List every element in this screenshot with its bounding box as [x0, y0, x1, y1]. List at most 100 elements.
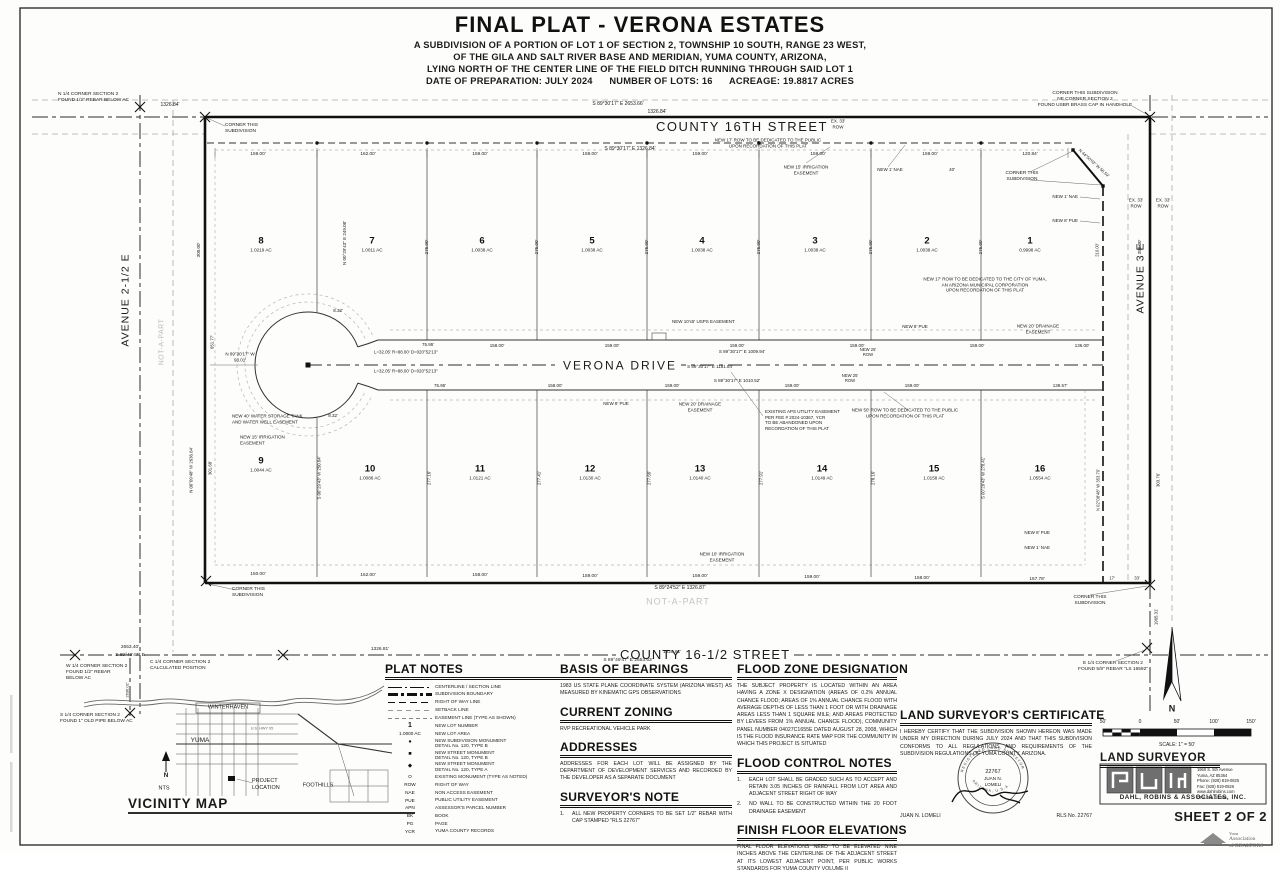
lot-number: 12 [584, 463, 596, 475]
surveyor-signature [951, 787, 1029, 804]
legend-text: PAGE [435, 820, 448, 826]
surveyor-certificate-section: LAND SURVEYOR'S CERTIFICATE I HEREBY CER… [900, 708, 1104, 758]
scale-bar [1102, 728, 1252, 737]
plat-label: 1326.81' [662, 650, 682, 656]
plat-notes-legend: CENTERLINE / SECTION LINE SUBDIVISION BOU… [385, 683, 560, 835]
plat-label: 159.00' [692, 151, 708, 157]
legend-symbol: BK [406, 813, 414, 819]
legend-row: SUBDIVISION BOUNDARY [385, 691, 560, 698]
lot-number: 14 [816, 463, 828, 475]
legend-row: EASEMENT LINE (TYPE AS SHOWN) [385, 714, 560, 721]
surveyor-address-line: Yuma, AZ 85364 [1197, 772, 1228, 778]
plat-label: 1965.31' [1153, 608, 1159, 626]
section-corner-monuments [69, 101, 1156, 719]
plat-label: NEW 8' PUE [1052, 218, 1078, 224]
plat-label: NEW 1' NAE [1024, 545, 1050, 551]
plat-label: 2653.40' [120, 645, 140, 651]
plat-label: 159.00' [664, 383, 680, 389]
lot-12-label: 12 1.0130 AC [579, 464, 600, 480]
vicinity-label: FOOTHILLS [302, 782, 334, 789]
plat-label: 159.00' [472, 151, 488, 157]
plat-label: S 00°29'43" W 278.41' [980, 457, 986, 499]
certificate-names-row: JUAN N. LOMELI RLS No. 22767 [900, 813, 1092, 819]
plat-label: N 89°30'17" W 93.01' [225, 351, 255, 362]
plat-label: 159.00' [692, 573, 708, 579]
lot-15-label: 15 1.0158 AC [923, 464, 944, 480]
realtor-logo-icon [1200, 833, 1226, 844]
legend-text: BOOK [435, 812, 449, 818]
street-label-verona-drive: VERONA DRIVE [558, 358, 682, 374]
plat-label: 75.95' [433, 383, 447, 389]
plat-label: 33' [1134, 575, 1140, 581]
legend-text: CENTERLINE / SECTION LINE [435, 683, 502, 689]
legend-row: RIGHT OF WAY LINE [385, 699, 560, 706]
legend-text: SETBACK LINE [435, 707, 469, 713]
lot-number: 13 [694, 463, 706, 475]
surveyor-firm-name: DAHL, ROBINS & ASSOCIATES, INC. [1119, 794, 1247, 801]
lot-8-label: 8 1.0219 AC [250, 236, 271, 252]
plat-label: NEW 20' DRAINAGE EASEMENT [1016, 323, 1060, 334]
lot-number: 10 [364, 463, 376, 475]
seal-name1: JUAN N. [984, 776, 1002, 781]
margin-text-mark [10, 695, 13, 753]
lot-7-label: 7 1.0011 AC [361, 236, 382, 252]
vicinity-map-drawing [83, 685, 415, 814]
lot-area: 1.0038 AC [581, 246, 603, 252]
plat-label: 278.16' [870, 471, 876, 485]
subtitle-line: LYING NORTH OF THE CENTER LINE OF THE FI… [427, 64, 853, 74]
lot-16-label: 16 1.0554 AC [1029, 464, 1050, 480]
plat-label: 159.00' [849, 343, 865, 349]
lot-area: 1.0554 AC [1029, 474, 1051, 480]
notes-column: BASIS OF BEARINGS 1983 US STATE PLANE CO… [560, 662, 732, 832]
legend-symbol: ◆ [407, 763, 413, 770]
legend-row: ROW RIGHT OF WAY [385, 781, 560, 788]
lot-number: 15 [928, 463, 940, 475]
legend-row: O EXISTING MONUMENT (TYPE AS NOTED) [385, 773, 560, 780]
page-title: FINAL PLAT - VERONA ESTATES [454, 12, 826, 37]
lot-area: 1.0130 AC [579, 474, 601, 480]
lot-area: 1.0038 AC [691, 246, 713, 252]
plat-label: EX. 33' ROW [1155, 197, 1171, 208]
plat-label: NEW 10' IRRIGATION EASEMENT [699, 551, 745, 562]
plat-label: NEW 25' ROW [859, 346, 877, 357]
plat-label: S 89°30'17" E 2653.66' [592, 100, 644, 107]
legend-symbol: O [408, 774, 412, 780]
plat-label: 275.00' [756, 239, 762, 255]
sheet-border [19, 7, 1273, 846]
lot-1-label: 1 0.9998 AC [1019, 236, 1040, 252]
lot-lines [316, 150, 982, 577]
plat-label: 167.78' [1029, 576, 1045, 582]
finish-floor-heading: FINISH FLOOR ELEVATIONS [737, 823, 906, 841]
corner-note: CORNER THIS SUBDIVISION [1073, 595, 1107, 606]
plat-label: L=32.05' R=88.00' D=020°52'13" [374, 368, 438, 374]
lot-area: 1.0140 AC [689, 474, 711, 480]
flood-control-item: EACH LOT SHALL BE GRADED SUCH AS TO ACCE… [749, 776, 897, 798]
lot-number: 5 [589, 235, 595, 247]
plat-label: 158.00' [489, 343, 505, 349]
not-a-part-label: NOT-A-PART [158, 318, 166, 366]
plat-label: NEW 15' IRRIGATION EASEMENT [240, 434, 285, 445]
plat-linework: REGISTERED LAND SURVEYOR ARIZONA, U.S.A.… [10, 7, 1273, 846]
seal-name2: LOMELI [985, 782, 1002, 787]
flood-control-item-number: 2. [737, 801, 742, 808]
legend-symbol [385, 699, 435, 704]
realtor-logo-text: Yuma [1229, 831, 1239, 836]
legend-text: NEW STREET MONUMENT DETAIL No. 120, TYPE… [435, 761, 495, 772]
surveyor-firm-address: 1960 S. 5th Avenue Yuma, AZ 85364 Phone: (… [1197, 767, 1263, 800]
plat-label: S 00°29'43" W 250.64' [316, 456, 322, 500]
lot-area: 1.0149 AC [811, 474, 833, 480]
legend-symbol: APN [405, 805, 415, 811]
plat-label: 1326.84' [160, 101, 180, 108]
lot-number: 3 [812, 235, 818, 247]
legend-text: NEW STREET MONUMENT DETAIL No. 120, TYPE… [435, 749, 495, 760]
plat-label: 40' [949, 167, 955, 173]
legend-line-sample [388, 702, 432, 704]
land-surveyor-heading: LAND SURVEYOR [1100, 752, 1220, 768]
legend-row: 1.0000 AC NEW LOT AREA [385, 730, 560, 737]
title-block: FINAL PLAT - VERONA ESTATES A SUBDIVISIO… [330, 12, 950, 86]
addresses-body: ADDRESSES FOR EACH LOT WILL BE ASSIGNED … [560, 760, 732, 782]
plat-label: 2636.02' [124, 682, 130, 698]
project-location-marker [228, 776, 235, 781]
plat-label: N 00°29'43" E 249.08' [342, 221, 348, 265]
flood-zone-heading: FLOOD ZONE DESIGNATION [737, 662, 908, 680]
